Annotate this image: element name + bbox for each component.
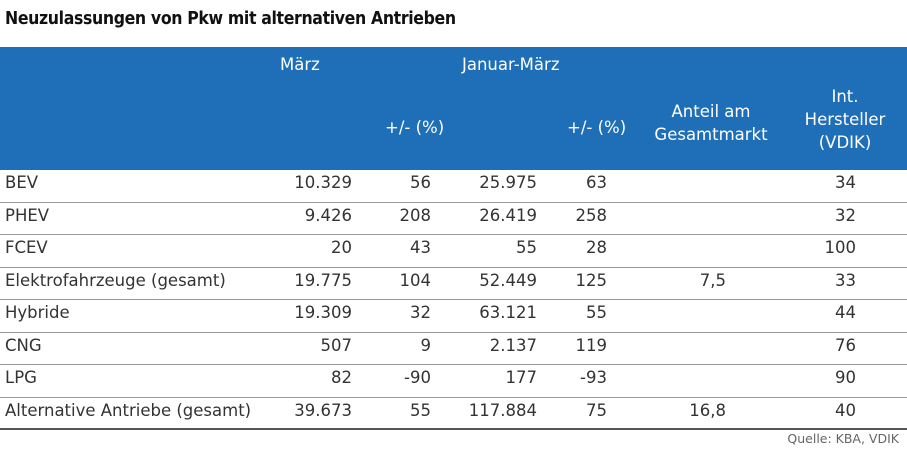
header-maerz: März [280,55,320,74]
cell-jan-change: 258 [575,205,608,225]
cell-jan-change: 75 [586,400,607,420]
cell-jan-change: 125 [575,270,608,290]
cell-maerz: 82 [331,368,352,387]
header-januar-maerz: Januar-März [462,55,560,74]
table-row: Elektrofahrzeuge (gesamt) 19.775 104 52.… [0,268,907,300]
table-row: LPG 82 -90 177 -93 90 [0,365,907,398]
cell-anteil: 16,8 [689,400,726,420]
cell-jan-change: 28 [586,238,607,257]
row-label: Hybride [5,303,70,322]
table-row: Hybride 19.309 32 63.121 55 44 [0,300,907,333]
table-row: Alternative Antriebe (gesamt) 39.673 55 … [0,398,907,430]
source-note: Quelle: KBA, VDIK [787,431,899,446]
row-label: FCEV [5,238,48,257]
cell-maerz-change: 55 [410,400,431,420]
header-change-jan-maerz: +/- (%) [567,118,627,137]
header-change-maerz: +/- (%) [385,118,445,137]
cell-jan-change: 119 [575,335,608,355]
cell-maerz-change: 9 [420,335,432,355]
cell-vdik: 34 [835,173,856,192]
header-anteil-line2: Gesamtmarkt [654,125,768,144]
row-label: PHEV [5,205,50,225]
cell-jan-change: 63 [586,173,607,192]
cell-jan-maerz: 52.449 [479,270,537,290]
row-label: Elektrofahrzeuge (gesamt) [5,270,226,290]
row-label: CNG [5,335,42,355]
header-anteil-line1: Anteil am [671,102,751,121]
cell-jan-change: -93 [580,368,607,387]
cell-maerz-change: 56 [410,173,431,192]
cell-anteil: 7,5 [699,270,726,290]
cell-vdik: 40 [835,400,856,420]
cell-jan-maerz: 25.975 [479,173,537,192]
cell-vdik: 44 [835,303,856,322]
cell-maerz: 10.329 [294,173,352,192]
cell-maerz-change: -90 [404,368,431,387]
cell-jan-maerz: 26.419 [479,205,537,225]
table-row: PHEV 9.426 208 26.419 258 32 [0,203,907,235]
cell-maerz: 19.309 [294,303,352,322]
cell-vdik: 100 [824,238,857,257]
cell-maerz: 39.673 [294,400,352,420]
table-row: CNG 507 9 2.137 119 76 [0,333,907,365]
cell-maerz: 19.775 [294,270,352,290]
table-row: BEV 10.329 56 25.975 63 34 [0,170,907,203]
cell-jan-maerz: 63.121 [479,303,537,322]
row-label: BEV [5,173,39,192]
cell-maerz: 507 [320,335,353,355]
table-title: Neuzulassungen von Pkw mit alternativen … [5,9,456,29]
cell-jan-maerz: 55 [516,238,537,257]
header-int-line3: (VDIK) [818,133,872,152]
cell-maerz: 20 [331,238,352,257]
header-anteil-gesamtmarkt: Anteil am Gesamtmarkt [640,100,782,146]
header-int-line2: Hersteller [804,110,886,129]
cell-vdik: 76 [835,335,856,355]
cell-maerz: 9.426 [304,205,352,225]
cell-maerz-change: 104 [399,270,432,290]
cell-maerz-change: 208 [399,205,432,225]
cell-vdik: 33 [835,270,856,290]
cell-maerz-change: 43 [410,238,431,257]
cell-vdik: 90 [835,368,856,387]
header-int-line1: Int. [831,87,859,106]
cell-jan-maerz: 2.137 [489,335,537,355]
table-body: BEV 10.329 56 25.975 63 34 PHEV 9.426 20… [0,170,907,430]
table-header: März Januar-März +/- (%) +/- (%) Anteil … [0,47,907,170]
header-int-hersteller: Int. Hersteller (VDIK) [790,85,900,154]
row-label: LPG [5,368,37,387]
cell-maerz-change: 32 [410,303,431,322]
cell-jan-maerz: 177 [505,368,538,387]
table-row: FCEV 20 43 55 28 100 [0,235,907,268]
cell-jan-maerz: 117.884 [468,400,537,420]
row-label: Alternative Antriebe (gesamt) [5,400,252,420]
cell-vdik: 32 [835,205,856,225]
cell-jan-change: 55 [586,303,607,322]
